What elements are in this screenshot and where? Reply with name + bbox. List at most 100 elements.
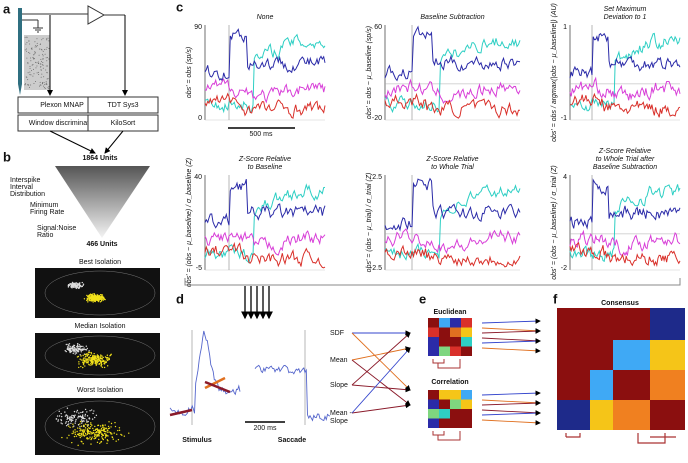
spike — [67, 286, 70, 288]
rect — [439, 318, 450, 328]
spike — [76, 430, 78, 433]
spike — [75, 418, 77, 421]
spike — [90, 362, 92, 365]
spike — [80, 285, 82, 287]
label: Euclidean — [433, 309, 466, 316]
label: -1 — [561, 115, 567, 122]
spike — [96, 431, 98, 434]
spike — [107, 435, 109, 437]
consensus-cell — [650, 340, 685, 370]
rect — [461, 409, 472, 419]
spike — [87, 424, 89, 426]
spike — [82, 417, 84, 420]
spike — [79, 416, 81, 418]
spike — [96, 299, 99, 302]
spike — [102, 434, 104, 437]
cell — [44, 87, 46, 89]
spike — [75, 282, 77, 285]
cell — [38, 54, 40, 56]
spike — [88, 433, 91, 435]
trace — [569, 184, 681, 263]
cell — [43, 76, 45, 78]
label: -20 — [372, 115, 382, 122]
spike — [93, 410, 95, 412]
spike — [108, 421, 110, 423]
spike — [98, 298, 100, 300]
line — [351, 332, 411, 391]
spike — [102, 426, 104, 429]
spike — [61, 436, 63, 439]
spike — [89, 364, 91, 366]
trace — [384, 37, 521, 114]
spike — [100, 429, 102, 431]
spike — [81, 281, 83, 284]
consensus-cell — [590, 340, 613, 370]
spike — [84, 353, 86, 356]
rect — [439, 390, 450, 400]
cell — [33, 54, 35, 56]
spike — [102, 424, 104, 426]
cell — [41, 58, 43, 60]
rect — [428, 409, 439, 419]
spike — [74, 433, 77, 436]
spike — [79, 354, 81, 356]
spike — [82, 434, 84, 436]
spike — [69, 345, 71, 348]
cell — [25, 43, 27, 45]
spike — [74, 353, 76, 355]
spike — [76, 350, 79, 352]
spike — [99, 429, 101, 431]
spike — [82, 414, 84, 416]
cell — [26, 42, 28, 44]
spike — [86, 347, 89, 350]
spike — [123, 435, 126, 437]
spike — [85, 419, 88, 421]
spike — [91, 436, 93, 438]
spike — [86, 355, 89, 357]
spike — [60, 422, 62, 424]
spike — [79, 423, 81, 425]
spike — [65, 343, 67, 346]
label: Baseline Subtraction — [420, 14, 484, 21]
spike — [82, 443, 84, 445]
spike — [64, 415, 67, 417]
line — [481, 337, 541, 344]
spike — [102, 299, 104, 301]
spike — [75, 349, 77, 351]
spike — [83, 357, 85, 359]
label: obs' = (obs − μ_baseline) / σ_trial (Z) — [551, 165, 558, 279]
cell — [32, 64, 34, 66]
spike — [117, 439, 120, 441]
spike — [94, 437, 97, 440]
cell — [45, 83, 47, 85]
rect — [461, 327, 472, 337]
spike — [86, 437, 88, 440]
spike — [88, 351, 91, 354]
spike — [84, 413, 87, 416]
amplifier — [87, 5, 106, 25]
cell — [30, 60, 32, 62]
cell — [45, 82, 47, 84]
trace — [569, 241, 681, 268]
cell — [29, 71, 31, 73]
rect — [461, 418, 472, 428]
spike — [82, 411, 84, 413]
spike — [75, 348, 77, 350]
spike — [72, 349, 74, 351]
spike — [68, 344, 70, 347]
spike — [109, 355, 111, 357]
cell — [44, 49, 46, 51]
cell — [30, 57, 32, 59]
label: Consensus — [601, 300, 639, 307]
cell — [40, 58, 42, 60]
spike — [79, 358, 81, 360]
spike — [109, 431, 112, 434]
spike — [74, 347, 76, 349]
spike — [83, 420, 85, 422]
spike — [69, 426, 71, 429]
spike — [86, 429, 89, 431]
spike — [92, 427, 94, 430]
spike — [78, 415, 80, 418]
spike — [83, 430, 86, 433]
trace — [204, 33, 326, 114]
